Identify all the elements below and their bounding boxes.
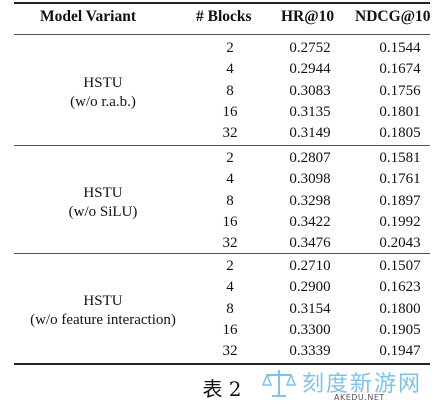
variant-name: HSTU [83,185,123,202]
header-model-variant: Model Variant [40,8,137,25]
table-caption: 表 2 [202,377,242,401]
variant-ablation: (w/o SiLU) [68,204,138,221]
ndcg10-cell: 0.1544 [379,40,421,56]
variant-label: HSTU (w/o r.a.b.) [14,74,192,112]
hr10-cell: 0.3476 [289,235,331,252]
ndcg10-cell: 0.1756 [379,82,421,99]
blocks-cell: 4 [226,61,234,78]
blocks-cell: 32 [222,125,238,142]
header-rule [14,34,430,35]
scale-balance-icon [262,370,296,397]
header-blocks: # Blocks [196,8,252,25]
blocks-cell: 8 [226,82,234,99]
ndcg10-cell: 0.1581 [379,150,421,166]
hr10-cell: 0.3339 [289,343,331,360]
ndcg10-cell: 0.1623 [379,279,421,296]
header-ndcg10: NDCG@10 [355,8,431,25]
blocks-cell: 16 [222,213,238,230]
hr10-cell: 0.3422 [289,213,331,230]
variant-name: HSTU [83,75,123,92]
ndcg10-cell: 0.2043 [379,235,421,252]
blocks-cell: 8 [226,192,234,209]
variant-label: HSTU (w/o feature interaction) [14,292,192,330]
watermark-text: 刻度新游网 [302,372,423,397]
blocks-cell: 16 [222,103,238,120]
variant-label: HSTU (w/o SiLU) [14,184,192,222]
watermark-subtext: AKEDU.NET [334,393,385,402]
hr10-cell: 0.3300 [289,321,331,338]
ndcg10-cell: 0.1947 [379,343,421,360]
top-rule [14,2,430,4]
blocks-cell: 16 [222,321,238,338]
ndcg10-cell: 0.1507 [379,258,421,274]
hr10-cell: 0.3149 [289,125,331,142]
blocks-cell: 8 [226,300,234,317]
bottom-rule [14,363,430,365]
variant-ablation: (w/o feature interaction) [30,312,176,329]
hr10-cell: 0.2752 [289,40,331,56]
blocks-cell: 2 [226,150,234,166]
ndcg10-cell: 0.1800 [379,300,421,317]
blocks-cell: 4 [226,279,234,296]
header-hr10: HR@10 [281,8,335,25]
hr10-cell: 0.3135 [289,103,331,120]
ndcg10-cell: 0.1801 [379,103,421,120]
hr10-cell: 0.3083 [289,82,331,99]
ndcg10-cell: 0.1761 [379,171,421,188]
ndcg10-cell: 0.1897 [379,192,421,209]
group-divider [14,253,430,254]
blocks-cell: 32 [222,235,238,252]
ndcg10-cell: 0.1805 [379,125,421,142]
ndcg10-cell: 0.1905 [379,321,421,338]
hr10-cell: 0.3154 [289,300,331,317]
group-divider [14,145,430,146]
blocks-cell: 4 [226,171,234,188]
blocks-cell: 32 [222,343,238,360]
blocks-cell: 2 [226,258,234,274]
hr10-cell: 0.2944 [289,61,331,78]
variant-ablation: (w/o r.a.b.) [70,94,136,111]
watermark: 刻度新游网 AKEDU.NET [262,366,442,402]
hr10-cell: 0.2900 [289,279,331,296]
hr10-cell: 0.2710 [289,258,331,274]
variant-name: HSTU [83,293,123,310]
ndcg10-cell: 0.1674 [379,61,421,78]
blocks-cell: 2 [226,40,234,56]
hr10-cell: 0.3098 [289,171,331,188]
ndcg10-cell: 0.1992 [379,213,421,230]
hr10-cell: 0.2807 [289,150,331,166]
hr10-cell: 0.3298 [289,192,331,209]
